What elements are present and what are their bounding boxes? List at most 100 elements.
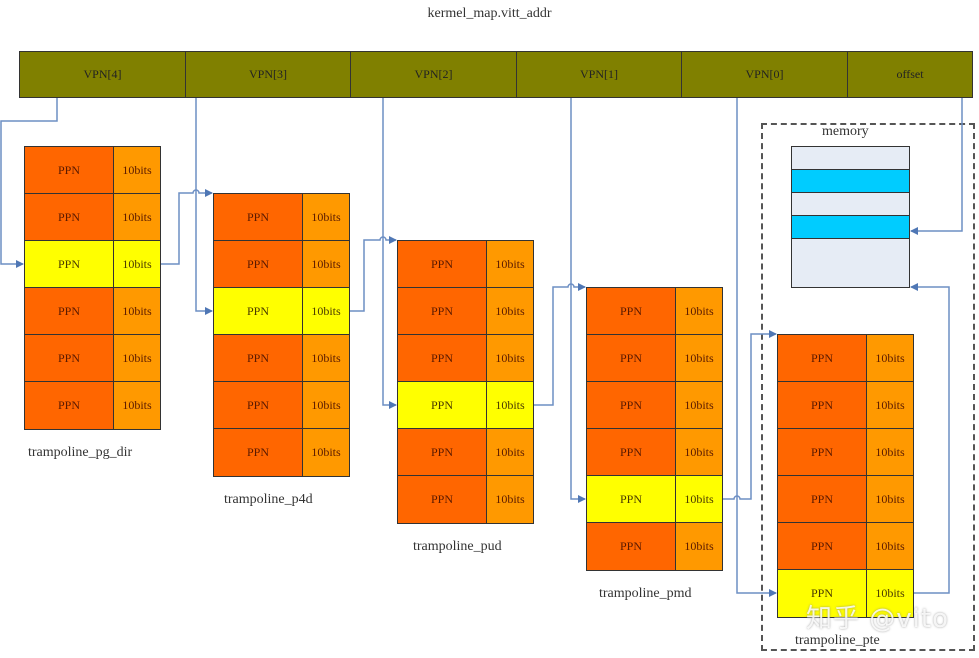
memory-label: memory [822,124,869,139]
bits-cell: 10bits [303,288,349,334]
table-row: PPN 10bits [25,335,160,382]
table-trampoline-p4d: PPN 10bits PPN 10bits PPN 10bits PPN 10bits … [213,193,350,477]
ppn-cell: PPN [778,382,867,428]
bits-cell: 10bits [303,194,349,240]
memory-slot-highlighted [792,170,909,193]
ppn-cell: PPN [587,476,676,522]
table-row: PPN 10bits [398,335,533,382]
memory-block [791,146,910,288]
bits-cell: 10bits [676,335,722,381]
table-row: PPN 10bits [778,429,913,476]
bits-cell: 10bits [676,523,722,570]
bits-cell: 10bits [487,335,533,381]
field-vpn4: VPN[4] [20,52,186,97]
bits-cell: 10bits [676,429,722,475]
table-row: PPN 10bits [398,241,533,288]
ppn-cell: PPN [398,429,487,475]
table-trampoline-pmd: PPN 10bits PPN 10bits PPN 10bits PPN 10bits … [586,287,723,571]
field-vpn2: VPN[2] [351,52,517,97]
field-vpn3: VPN[3] [186,52,351,97]
bits-cell: 10bits [867,476,913,522]
bits-cell: 10bits [867,335,913,381]
ppn-cell: PPN [587,382,676,428]
table-label: trampoline_pud [413,539,502,554]
table-row: PPN 10bits [587,523,722,570]
ppn-cell: PPN [25,147,114,193]
table-label: trampoline_pte [795,633,880,648]
table-trampoline-pte: PPN 10bits PPN 10bits PPN 10bits PPN 10bits … [777,334,914,618]
ppn-cell: PPN [398,476,487,523]
physical-region-dashed-box [761,123,975,651]
ppn-cell: PPN [214,241,303,287]
table-row: PPN 10bits [778,382,913,429]
ppn-cell: PPN [587,335,676,381]
memory-slot [792,193,909,216]
table-row: PPN 10bits [214,241,349,288]
virtual-address-bar: VPN[4] VPN[3] VPN[2] VPN[1] VPN[0] offse… [19,51,973,98]
memory-slot [792,147,909,170]
bits-cell: 10bits [114,382,160,429]
bits-cell: 10bits [867,570,913,617]
field-vpn1: VPN[1] [517,52,682,97]
bits-cell: 10bits [487,288,533,334]
table-row: PPN 10bits [778,335,913,382]
bits-cell: 10bits [487,476,533,523]
bits-cell: 10bits [487,241,533,287]
watermark: 知乎 @vito [806,604,949,634]
bits-cell: 10bits [303,335,349,381]
ppn-cell: PPN [25,335,114,381]
ppn-cell: PPN [587,288,676,334]
table-row: PPN 10bits [398,476,533,523]
table-label: trampoline_pg_dir [28,445,133,460]
ppn-cell: PPN [214,335,303,381]
table-row: PPN 10bits [25,288,160,335]
table-trampoline-pud: PPN 10bits PPN 10bits PPN 10bits PPN 10bits … [397,240,534,524]
table-row-selected: PPN 10bits [778,570,913,617]
ppn-cell: PPN [398,382,487,428]
table-row-selected: PPN 10bits [214,288,349,335]
bits-cell: 10bits [676,382,722,428]
table-row: PPN 10bits [587,429,722,476]
ppn-cell: PPN [25,288,114,334]
bits-cell: 10bits [487,429,533,475]
bits-cell: 10bits [114,335,160,381]
bits-cell: 10bits [867,429,913,475]
table-row-selected: PPN 10bits [398,382,533,429]
bits-cell: 10bits [114,288,160,334]
ppn-cell: PPN [214,194,303,240]
table-label: trampoline_p4d [224,492,313,507]
bits-cell: 10bits [303,429,349,476]
ppn-cell: PPN [214,429,303,476]
ppn-cell: PPN [398,335,487,381]
table-row: PPN 10bits [214,429,349,476]
ppn-cell: PPN [214,382,303,428]
table-row: PPN 10bits [398,288,533,335]
table-row: PPN 10bits [25,382,160,429]
table-row: PPN 10bits [587,288,722,335]
memory-slot-highlighted [792,216,909,239]
table-row: PPN 10bits [778,523,913,570]
bits-cell: 10bits [303,382,349,428]
field-vpn0: VPN[0] [682,52,848,97]
ppn-cell: PPN [398,288,487,334]
ppn-cell: PPN [214,288,303,334]
ppn-cell: PPN [778,335,867,381]
bits-cell: 10bits [867,382,913,428]
bits-cell: 10bits [676,288,722,334]
table-trampoline-pg-dir: PPN 10bits PPN 10bits PPN 10bits PPN 10bits … [24,146,161,430]
ppn-cell: PPN [778,570,867,617]
bits-cell: 10bits [676,476,722,522]
table-row: PPN 10bits [587,382,722,429]
bits-cell: 10bits [114,147,160,193]
table-label: trampoline_pmd [599,586,692,601]
table-row: PPN 10bits [25,194,160,241]
ppn-cell: PPN [25,241,114,287]
ppn-cell: PPN [778,429,867,475]
table-row: PPN 10bits [214,335,349,382]
bits-cell: 10bits [867,523,913,569]
diagram-title: kermel_map.vitt_addr [427,6,552,21]
table-row: PPN 10bits [214,194,349,241]
ppn-cell: PPN [587,429,676,475]
table-row: PPN 10bits [398,429,533,476]
